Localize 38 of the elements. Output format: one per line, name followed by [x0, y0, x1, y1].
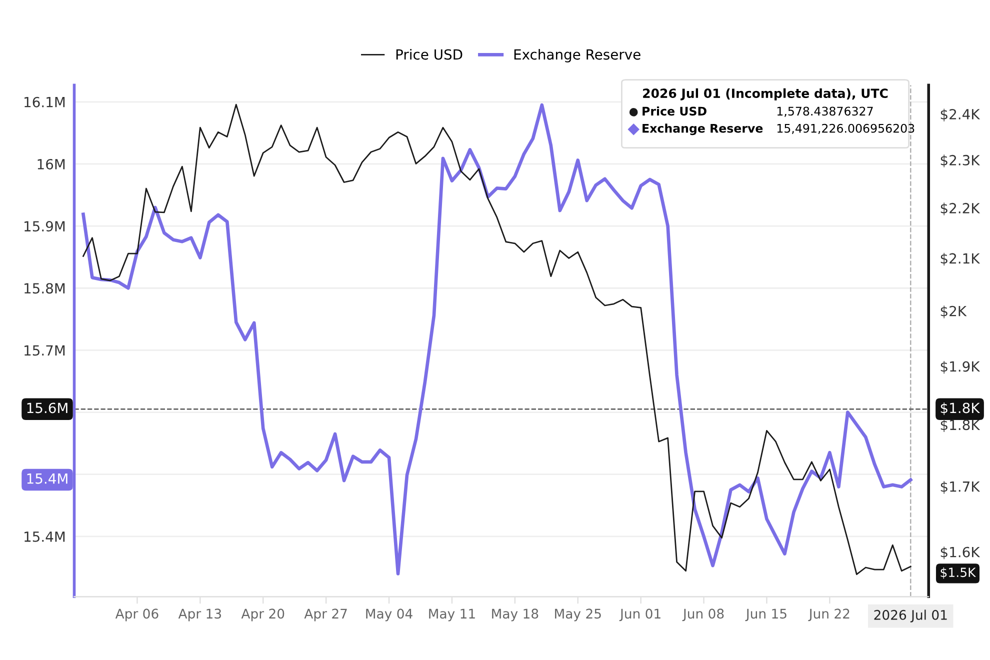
annotation: 2026 Jul 01 (Incomplete data), UTC — [643, 88, 888, 100]
y2-tick-label: $2.1K — [940, 252, 980, 266]
y-tick-label: 15.9M — [24, 221, 65, 232]
x-tick-label: May 18 — [492, 608, 538, 622]
x-tick-label: Apr 27 — [304, 608, 347, 622]
annotation: 1,578.43876327 — [777, 106, 873, 117]
y-tick-label: 15.4M — [24, 532, 65, 542]
y2-tick-label: $1.9K — [940, 361, 980, 374]
y2-tick-label: $1.6K — [940, 546, 980, 560]
x-tick-label: Jun 01 — [619, 608, 660, 622]
ref-line-label: 2026 Jul 01 — [874, 610, 947, 622]
y-tick-label: 16M — [38, 158, 65, 170]
x-tick-label: Apr 20 — [241, 608, 284, 622]
x-tick-label: May 11 — [429, 608, 475, 622]
x-tick-label: May 04 — [366, 608, 412, 622]
annotation: Price USD — [642, 106, 706, 116]
y2-tick-label: $1.7K — [940, 481, 980, 494]
x-tick-label: Jun 15 — [745, 608, 786, 622]
y2-tick-label: $1.8K — [940, 419, 980, 432]
y2-tick-label: $2.3K — [940, 154, 980, 168]
y-tick-label: 16.1M — [24, 96, 65, 108]
text: $1.8K — [940, 402, 980, 416]
x-tick-label: Jun 08 — [682, 608, 724, 622]
x-tick-label: Apr 06 — [115, 608, 158, 622]
legend-label: Exchange Reserve — [514, 48, 640, 62]
annotation: Exchange Reserve — [642, 124, 763, 136]
x-tick-label: Jun 22 — [808, 608, 850, 622]
legend-label: Price USD — [396, 48, 462, 60]
y-tick-label: 15.8M — [24, 283, 65, 294]
y-tick-label: 15.7M — [24, 345, 65, 356]
x-tick-label: May 25 — [555, 608, 601, 622]
ref-line-label: 15.6M — [27, 402, 68, 414]
x-tick-label: Apr 13 — [178, 608, 222, 622]
text: $1.5K — [940, 567, 976, 579]
annotation: 15,491,226.006956203 — [777, 124, 914, 134]
y2-tick-label: $2K — [940, 306, 967, 318]
y2-tick-label: $2.4K — [940, 108, 980, 122]
y2-tick-label: $2.2K — [940, 202, 980, 216]
